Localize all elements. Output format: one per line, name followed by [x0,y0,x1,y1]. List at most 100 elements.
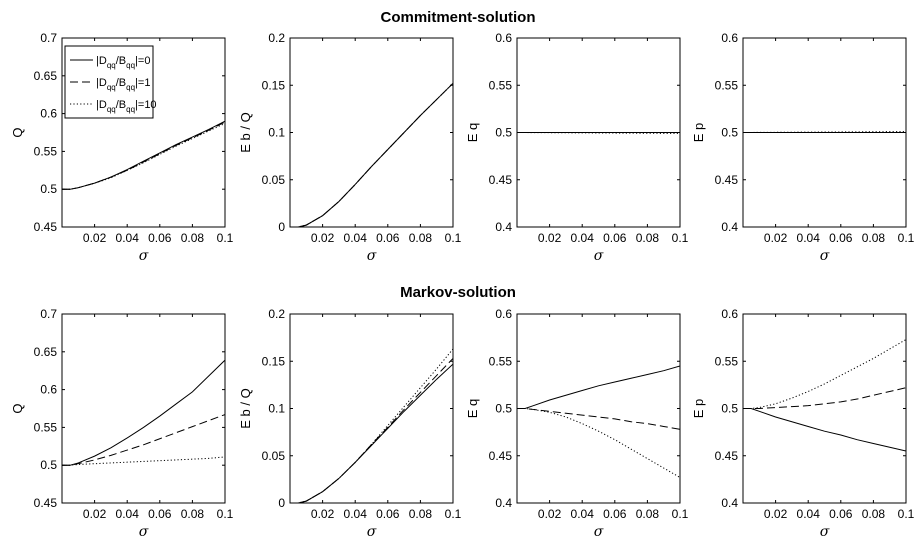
subplot-1-1: 0.45 0.5 0.55 0.6 0.65 0.7 0.02 0.04 0.06 0.08 0.1… [10,31,234,264]
y-tick-label: 0.5 [721,126,738,140]
x-tick-label: 0.08 [862,507,886,521]
series-line-dashed [290,358,453,503]
x-tick-label: 0.04 [344,507,368,521]
x-axis-label: σ [594,524,604,540]
y-tick-label: 0.5 [40,458,57,472]
x-axis-label: σ [820,524,830,540]
y-tick-label: 0.4 [721,220,738,234]
y-tick-label: 0.5 [721,402,738,416]
x-tick-label: 0.06 [829,231,853,245]
series-line-dotted [517,408,680,478]
x-tick-label: 0.08 [862,231,886,245]
y-tick-label: 0.6 [495,31,512,45]
y-tick-label: 0.2 [268,31,285,45]
axes-box [61,313,226,504]
y-tick-label: 0.45 [34,220,58,234]
y-tick-label: 0.6 [721,307,738,321]
y-tick-label: 0.6 [40,383,57,397]
subplot-1-4: 0.4 0.45 0.5 0.55 0.6 0.02 0.04 0.06 0.08 0.1 σ E p [691,31,915,264]
y-axis-label: E p [691,123,706,143]
y-axis-label: Q [10,403,25,413]
legend-label: |Dqq/Bqq|=10 [96,99,157,114]
series-line-solid [290,83,453,227]
y-tick-label: 0.55 [489,354,513,368]
x-tick-label: 0.06 [148,231,172,245]
x-tick-label: 0.1 [898,507,915,521]
axes-box [61,37,226,228]
x-tick-label: 0.1 [217,507,234,521]
y-tick-label: 0.5 [495,126,512,140]
x-tick-label: 0.04 [344,231,368,245]
x-tick-label: 0.02 [538,507,562,521]
y-tick-label: 0.7 [40,31,57,45]
series-line-dashed [62,414,225,466]
legend-label: |Dqq/Bqq|=0 [96,55,150,70]
y-tick-label: 0.45 [489,449,513,463]
series-line-solid [743,408,906,452]
series-line-solid [62,120,225,190]
x-tick-label: 0.08 [409,231,433,245]
x-tick-label: 0.1 [217,231,234,245]
subplot-1-3: 0.4 0.45 0.5 0.55 0.6 0.02 0.04 0.06 0.08 0.1 σ E q [465,31,689,264]
y-tick-label: 0.6 [495,307,512,321]
x-tick-label: 0.02 [538,231,562,245]
x-tick-label: 0.1 [445,231,462,245]
x-tick-label: 0.04 [797,231,821,245]
series-line-dotted [290,348,453,503]
x-axis-label: σ [367,524,377,540]
series-line-dotted [62,122,225,190]
x-tick-label: 0.08 [409,507,433,521]
x-tick-label: 0.02 [83,231,107,245]
x-tick-label: 0.06 [148,507,172,521]
x-axis-label: σ [139,524,149,540]
y-tick-label: 0.05 [262,173,286,187]
series-line-solid [517,365,680,409]
y-tick-label: 0.2 [268,307,285,321]
x-tick-label: 0.06 [829,507,853,521]
x-tick-label: 0.04 [116,507,140,521]
y-axis-label: E p [691,399,706,419]
subplot-2-3: 0.4 0.45 0.5 0.55 0.6 0.02 0.04 0.06 0.08 0.1 σ E q [465,307,689,540]
x-tick-label: 0.06 [376,231,400,245]
x-axis-label: σ [367,248,377,264]
x-tick-label: 0.04 [571,507,595,521]
y-tick-label: 0.7 [40,307,57,321]
x-tick-label: 0.1 [445,507,462,521]
y-tick-label: 0.45 [715,173,739,187]
y-tick-label: 0.55 [489,78,513,92]
y-tick-label: 0.4 [721,496,738,510]
y-tick-label: 0.55 [715,354,739,368]
series-line-dotted [290,83,453,227]
x-tick-label: 0.1 [898,231,915,245]
y-axis-label: E b / Q [238,112,253,152]
legend-label: |Dqq/Bqq|=1 [96,77,150,92]
y-tick-label: 0.5 [40,182,57,196]
y-tick-label: 0.45 [715,449,739,463]
x-tick-label: 0.08 [636,231,660,245]
x-tick-label: 0.06 [603,507,627,521]
y-tick-label: 0.55 [715,78,739,92]
subplot-2-1: 0.45 0.5 0.55 0.6 0.65 0.7 0.02 0.04 0.06 0.08 0.1… [10,307,234,540]
y-tick-label: 0.45 [34,496,58,510]
subplot-2-4: 0.4 0.45 0.5 0.55 0.6 0.02 0.04 0.06 0.08 0.1 σ E p [691,307,915,540]
y-tick-label: 0.55 [34,144,58,158]
series-line-dashed [517,408,680,430]
subplot-1-2: 0 0.05 0.1 0.15 0.2 0.02 0.04 0.06 0.08 0.1 σ E b /… [238,31,462,264]
series-line-dashed [290,83,453,227]
y-tick-label: 0.6 [40,107,57,121]
y-tick-label: 0.15 [262,354,286,368]
x-tick-label: 0.02 [311,231,335,245]
x-tick-label: 0.08 [636,507,660,521]
legend: |Dqq/Bqq|=0 |Dqq/Bqq|=1 |Dqq/Bqq|=10 [64,45,157,119]
x-axis-label: σ [820,248,830,264]
y-tick-label: 0.1 [268,402,285,416]
y-tick-label: 0.5 [495,402,512,416]
x-tick-label: 0.02 [764,231,788,245]
y-tick-label: 0.6 [721,31,738,45]
x-tick-label: 0.1 [672,507,689,521]
axes-box [289,37,454,228]
series-line-solid [62,359,225,466]
y-tick-label: 0.1 [268,126,285,140]
y-axis-label: Q [10,127,25,137]
